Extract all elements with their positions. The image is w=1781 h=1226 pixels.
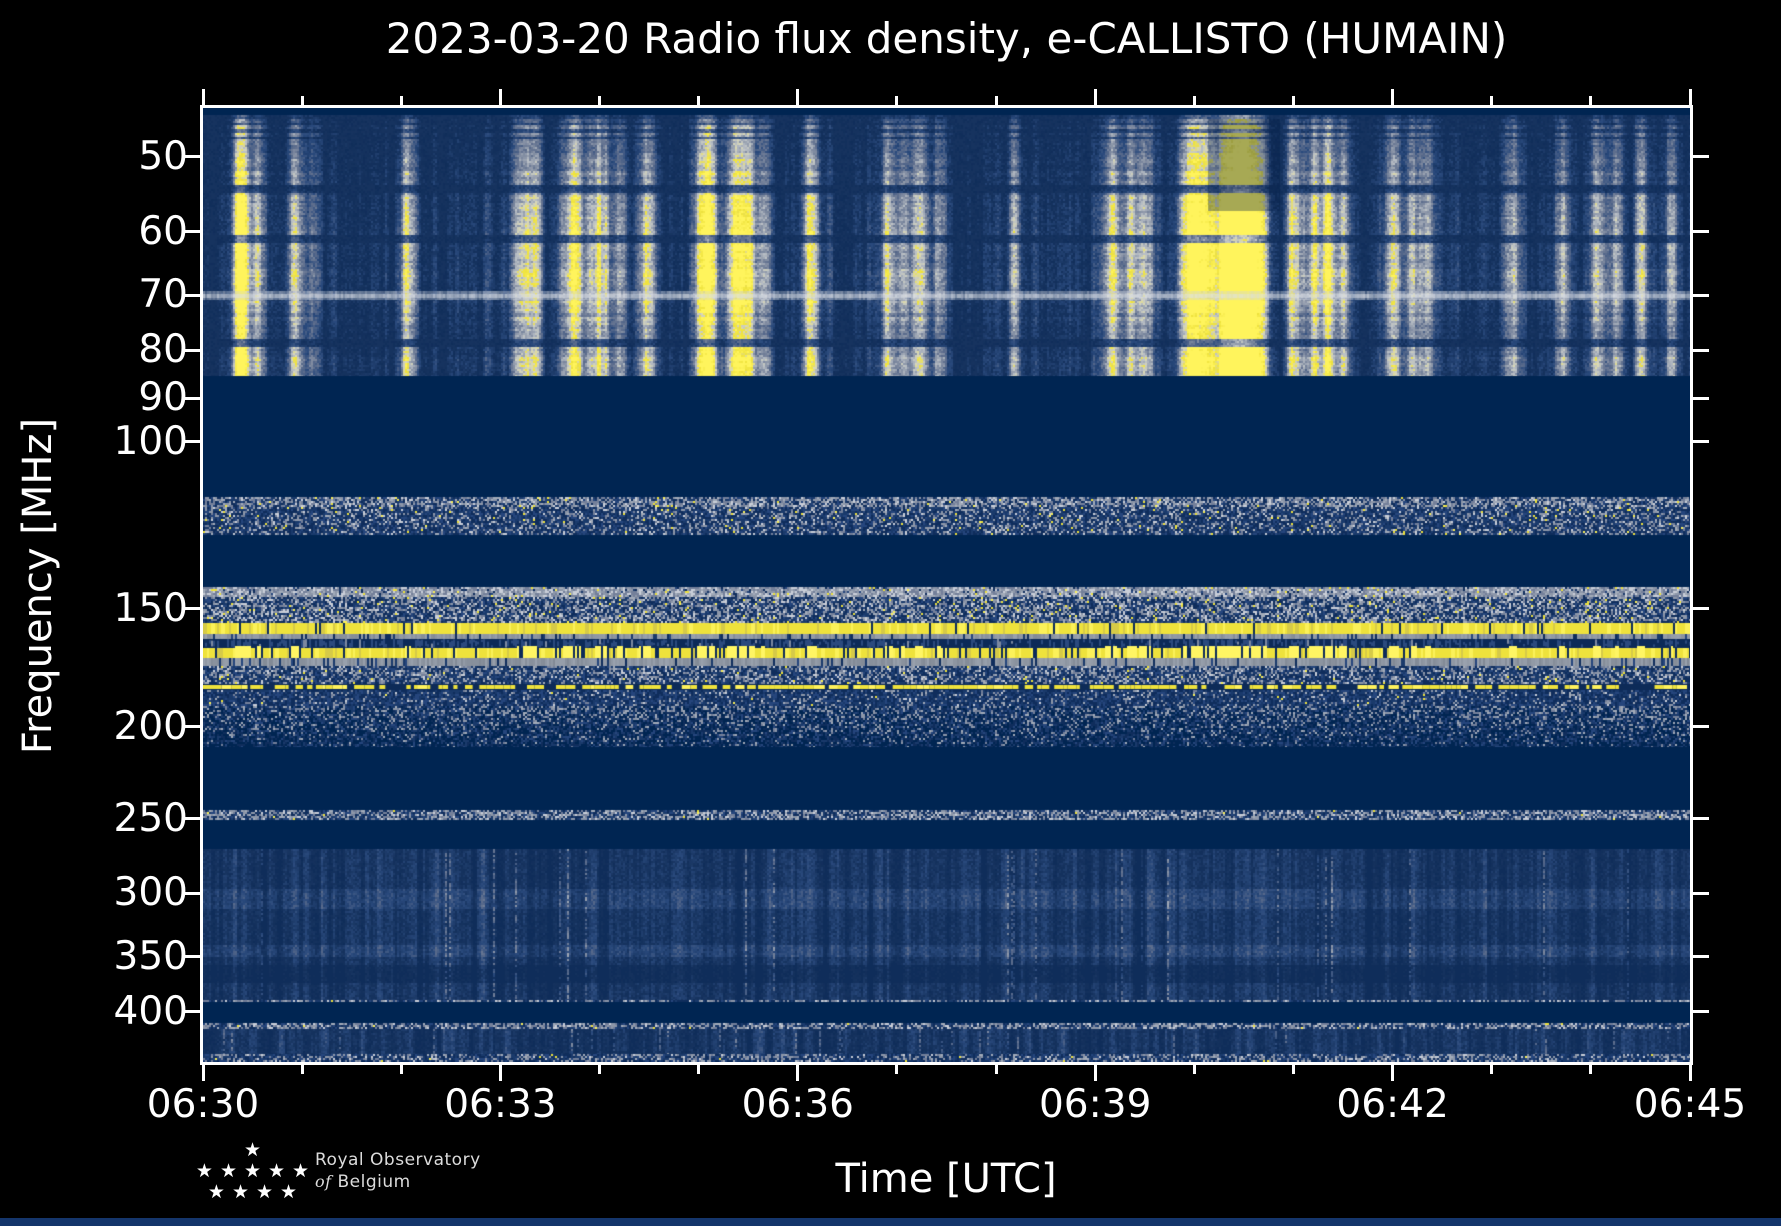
x-tick-minor	[1589, 1065, 1593, 1074]
y-tick-major-right	[1693, 348, 1709, 352]
logo-line1: Royal Observatory	[315, 1150, 481, 1170]
plot-spine-left	[200, 105, 203, 1065]
y-tick-major-right	[1693, 440, 1709, 444]
x-tick-label: 06:30	[146, 1082, 260, 1127]
y-tick-label: 60	[138, 208, 188, 254]
y-tick-major	[184, 293, 200, 297]
x-tick-major-top	[498, 89, 502, 105]
y-tick-major-right	[1693, 293, 1709, 297]
x-tick-label: 06:33	[444, 1082, 557, 1127]
y-tick-major-right	[1693, 1010, 1709, 1014]
x-tick-major-top	[1688, 89, 1692, 105]
x-tick-major-top	[201, 89, 205, 105]
x-tick-minor	[300, 1065, 304, 1074]
x-axis-label: Time [UTC]	[835, 1156, 1057, 1202]
y-tick-major	[184, 440, 200, 444]
y-tick-major-right	[1693, 607, 1709, 610]
x-tick-label: 06:45	[1633, 1082, 1747, 1127]
spectrogram-canvas	[203, 108, 1690, 1062]
x-tick-minor	[895, 1065, 899, 1074]
x-tick-major	[201, 1065, 205, 1081]
y-axis-label: Frequency [MHz]	[15, 417, 61, 755]
logo-line2: of Belgium	[315, 1171, 481, 1193]
y-tick-major	[184, 955, 200, 959]
x-tick-minor-top	[1490, 96, 1494, 105]
y-tick-label: 250	[113, 795, 188, 841]
logo-stars: ★ ★★★★★ ★★★★	[192, 1140, 320, 1203]
x-tick-minor	[399, 1065, 403, 1074]
x-tick-minor-top	[697, 96, 701, 105]
x-tick-minor-top	[1589, 96, 1593, 105]
y-tick-label: 200	[113, 703, 188, 749]
y-tick-major	[184, 607, 200, 610]
y-tick-major	[184, 1010, 200, 1014]
y-tick-label: 80	[138, 327, 188, 373]
bottom-blue-strip	[0, 1218, 1781, 1226]
y-tick-major-right	[1693, 725, 1709, 729]
y-tick-label: 150	[113, 585, 188, 631]
x-tick-minor-top	[300, 96, 304, 105]
logo-belgium: Belgium	[337, 1172, 411, 1192]
x-tick-major-top	[1093, 89, 1097, 105]
x-tick-major	[498, 1065, 502, 1081]
star-row: ★★★★	[207, 1181, 305, 1203]
x-tick-label: 06:36	[741, 1082, 854, 1127]
y-tick-label: 350	[113, 933, 188, 979]
y-tick-label: 70	[138, 272, 188, 318]
y-tick-major	[184, 230, 200, 234]
y-tick-label: 300	[113, 870, 188, 916]
x-tick-minor	[1192, 1065, 1196, 1074]
y-tick-major-right	[1693, 891, 1709, 895]
y-tick-label: 50	[138, 133, 188, 179]
y-tick-major-right	[1693, 817, 1709, 821]
y-tick-label: 400	[113, 988, 188, 1034]
x-tick-minor	[1490, 1065, 1494, 1074]
logo-text: Royal Observatory of Belgium	[315, 1150, 481, 1193]
y-tick-major	[184, 817, 200, 821]
y-tick-major	[184, 725, 200, 729]
x-tick-minor	[697, 1065, 701, 1074]
star-row: ★★★★★	[195, 1160, 317, 1182]
x-tick-label: 06:39	[1038, 1082, 1152, 1127]
x-tick-major	[1093, 1065, 1097, 1081]
y-tick-major	[184, 155, 200, 159]
y-tick-major	[184, 348, 200, 352]
x-tick-minor-top	[1291, 96, 1295, 105]
plot-spine-top	[200, 105, 1693, 108]
x-tick-major	[1391, 1065, 1395, 1081]
x-tick-major	[1688, 1065, 1692, 1081]
x-tick-minor-top	[895, 96, 899, 105]
x-tick-minor-top	[994, 96, 998, 105]
x-tick-minor-top	[598, 96, 602, 105]
star-row: ★	[243, 1139, 269, 1161]
x-tick-minor	[994, 1065, 998, 1074]
y-tick-major-right	[1693, 396, 1709, 400]
plot-spine-right	[1690, 105, 1693, 1065]
y-tick-label: 90	[138, 375, 188, 421]
x-tick-major-top	[796, 89, 800, 105]
x-tick-minor	[1291, 1065, 1295, 1074]
y-tick-major	[184, 396, 200, 400]
y-tick-major-right	[1693, 955, 1709, 959]
x-tick-major-top	[1391, 89, 1395, 105]
logo-of: of	[315, 1172, 332, 1191]
x-tick-minor-top	[1192, 96, 1196, 105]
y-tick-major	[184, 891, 200, 895]
x-tick-major	[796, 1065, 800, 1081]
y-tick-major-right	[1693, 155, 1709, 159]
x-tick-minor-top	[399, 96, 403, 105]
y-tick-label: 100	[113, 418, 188, 464]
x-tick-label: 06:42	[1336, 1082, 1449, 1127]
observatory-logo: ★ ★★★★★ ★★★★	[192, 1140, 320, 1203]
chart-title: 2023-03-20 Radio flux density, e-CALLIST…	[385, 14, 1508, 63]
y-tick-major-right	[1693, 230, 1709, 234]
x-tick-minor	[598, 1065, 602, 1074]
plot-spine-bottom	[200, 1062, 1693, 1065]
